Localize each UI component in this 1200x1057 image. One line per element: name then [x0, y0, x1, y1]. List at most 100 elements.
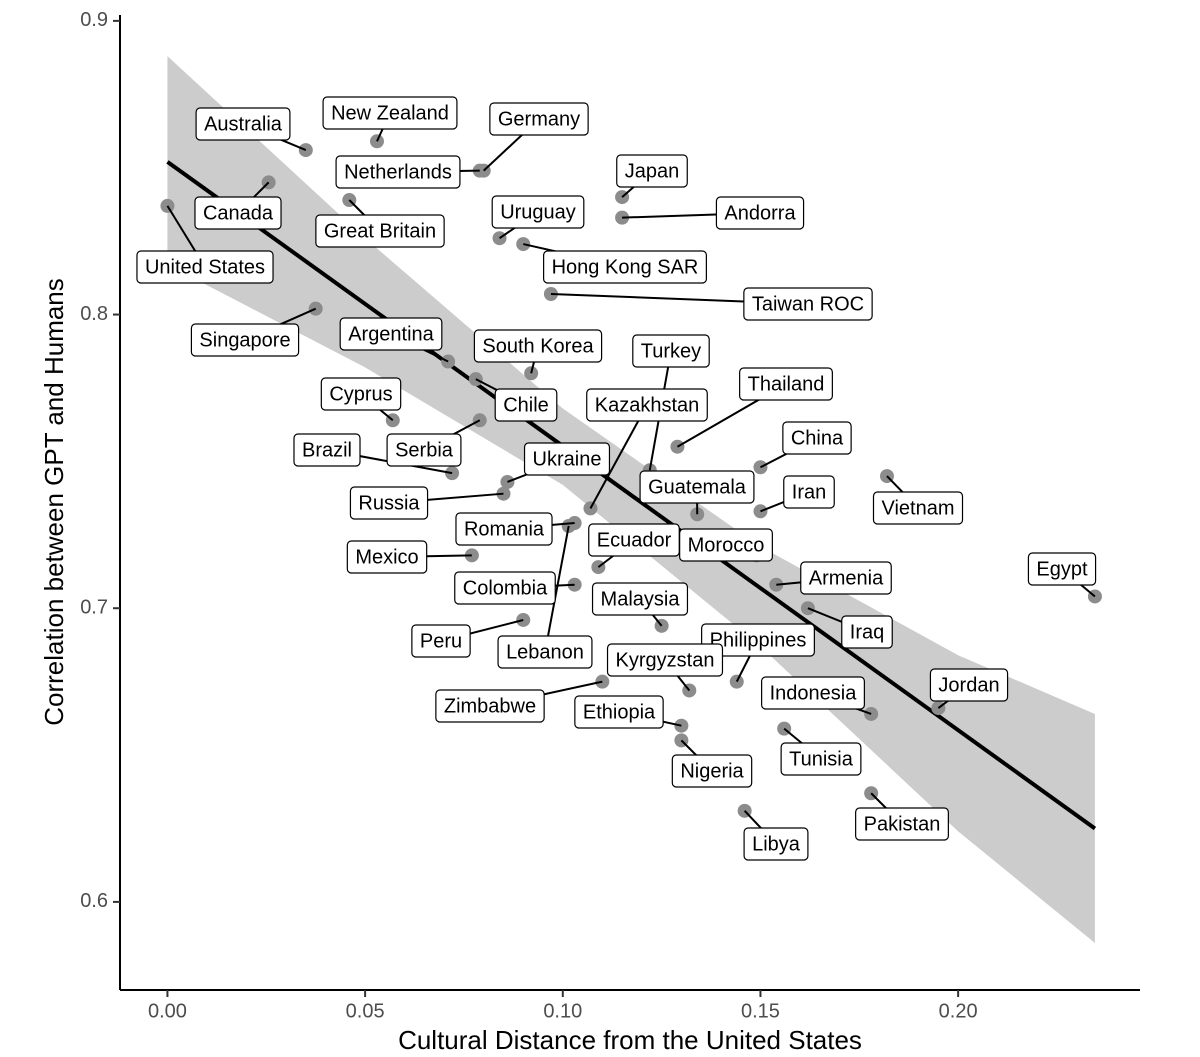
leader-line — [589, 404, 648, 509]
point-label: Chile — [494, 388, 558, 422]
label-text: Morocco — [688, 534, 765, 556]
y-axis-title: Correlation between GPT and Humans — [39, 278, 69, 726]
point-label: Uruguay — [491, 195, 585, 229]
point-label: Kazakhstan — [586, 388, 708, 422]
point-label: Iraq — [841, 615, 893, 649]
point-label: South Korea — [473, 329, 603, 363]
label-text: Guatemala — [648, 476, 747, 498]
x-tick-label: 0.20 — [939, 1000, 978, 1022]
label-text: Zimbabwe — [444, 695, 536, 717]
label-box — [455, 512, 553, 546]
label-box — [346, 540, 428, 574]
point-label: Germany — [489, 102, 589, 136]
point-label: China — [782, 421, 852, 455]
label-text: Japan — [625, 160, 680, 182]
label-text: Turkey — [641, 340, 701, 362]
point-label: Malaysia — [591, 582, 689, 616]
label-box — [639, 470, 755, 504]
point-label: New Zealand — [322, 96, 458, 130]
label-box — [293, 433, 361, 467]
label-box — [194, 196, 282, 230]
label-text: Singapore — [199, 329, 290, 351]
label-box — [586, 388, 708, 422]
label-box — [743, 287, 873, 321]
label-box — [679, 528, 773, 562]
label-box — [411, 624, 471, 658]
point-label: Ukraine — [523, 442, 611, 476]
label-box — [591, 582, 689, 616]
label-box — [739, 367, 833, 401]
label-text: Russia — [358, 492, 420, 514]
label-box — [190, 323, 300, 357]
point-label: Guatemala — [639, 470, 755, 504]
label-box — [606, 643, 724, 677]
label-box — [473, 329, 603, 363]
point-label: Pakistan — [855, 807, 949, 841]
point-label: Taiwan ROC — [743, 287, 873, 321]
label-text: United States — [145, 256, 265, 278]
point-label: Armenia — [800, 561, 892, 595]
label-box — [743, 827, 809, 861]
label-text: Germany — [498, 108, 580, 130]
point-label: Turkey — [632, 334, 710, 368]
label-box — [339, 317, 443, 351]
label-text: Indonesia — [770, 682, 858, 704]
label-text: Tunisia — [789, 748, 854, 770]
label-box — [715, 196, 805, 230]
label-text: Kyrgyzstan — [616, 649, 715, 671]
point-label: Serbia — [386, 433, 462, 467]
label-box — [491, 195, 585, 229]
label-box — [761, 676, 865, 710]
label-box — [574, 695, 664, 729]
points — [160, 134, 1102, 818]
label-box — [322, 96, 458, 130]
confidence-band — [167, 56, 1095, 944]
label-box — [349, 486, 429, 520]
label-text: Netherlands — [344, 161, 452, 183]
point-label: Cyprus — [320, 377, 402, 411]
label-box — [315, 214, 445, 248]
label-text: Libya — [752, 833, 801, 855]
label-text: Peru — [420, 630, 462, 652]
label-text: Colombia — [463, 577, 548, 599]
label-box — [435, 689, 545, 723]
point-labels: United States Canada Australia New Zealand G… — [136, 96, 1097, 861]
point-label: Iran — [783, 475, 835, 509]
point-label: Lebanon — [497, 635, 593, 669]
label-text: Ecuador — [597, 529, 672, 551]
x-axis-title: Cultural Distance from the United States — [398, 1025, 862, 1055]
point-label: Morocco — [679, 528, 773, 562]
label-box — [523, 442, 611, 476]
point-label: Mexico — [346, 540, 428, 574]
label-text: Australia — [204, 113, 283, 135]
point-label: Great Britain — [315, 214, 445, 248]
label-text: Great Britain — [324, 220, 436, 242]
label-box — [454, 571, 556, 605]
label-text: Romania — [464, 518, 545, 540]
label-text: Ukraine — [533, 448, 602, 470]
y-tick-label: 0.6 — [80, 890, 108, 912]
point-label: Japan — [616, 154, 688, 188]
label-text: Argentina — [348, 323, 434, 345]
x-tick-label: 0.00 — [148, 1000, 187, 1022]
label-box — [782, 421, 852, 455]
label-text: Taiwan ROC — [752, 293, 864, 315]
label-text: Iraq — [850, 621, 884, 643]
label-text: Andorra — [724, 202, 796, 224]
x-tick-label: 0.15 — [741, 1000, 780, 1022]
point-label: Romania — [455, 512, 553, 546]
label-text: Mexico — [355, 546, 418, 568]
label-text: Uruguay — [500, 201, 576, 223]
label-text: Nigeria — [680, 760, 744, 782]
point-label: Tunisia — [780, 742, 862, 776]
label-text: Kazakhstan — [595, 394, 700, 416]
point-label: Vietnam — [872, 491, 964, 525]
point-label: Nigeria — [671, 754, 753, 788]
label-box — [800, 561, 892, 595]
label-text: China — [791, 427, 844, 449]
x-tick-label: 0.05 — [346, 1000, 385, 1022]
label-box — [671, 754, 753, 788]
point-label: Brazil — [293, 433, 361, 467]
point — [583, 501, 598, 516]
label-text: Pakistan — [864, 813, 941, 835]
